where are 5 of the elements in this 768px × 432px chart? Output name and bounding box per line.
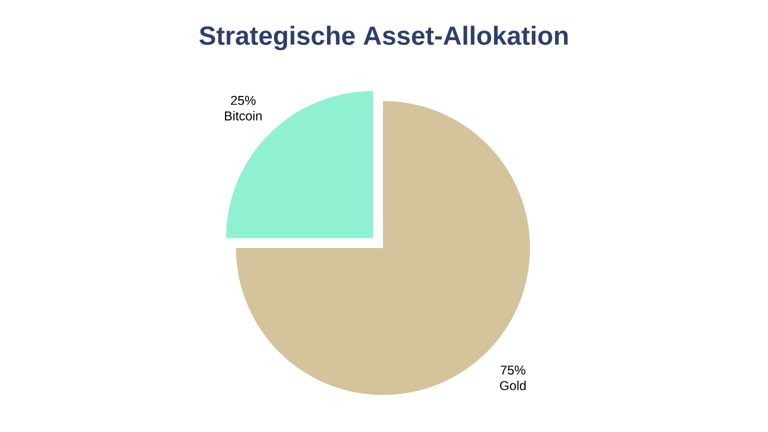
- slice-label: Gold: [500, 380, 526, 390]
- chart-title: Strategische Asset-Allokation: [199, 26, 568, 50]
- slice-label: Bitcoin: [224, 111, 262, 120]
- data-label: 25%: [230, 96, 256, 105]
- data-label: 75%: [500, 366, 526, 375]
